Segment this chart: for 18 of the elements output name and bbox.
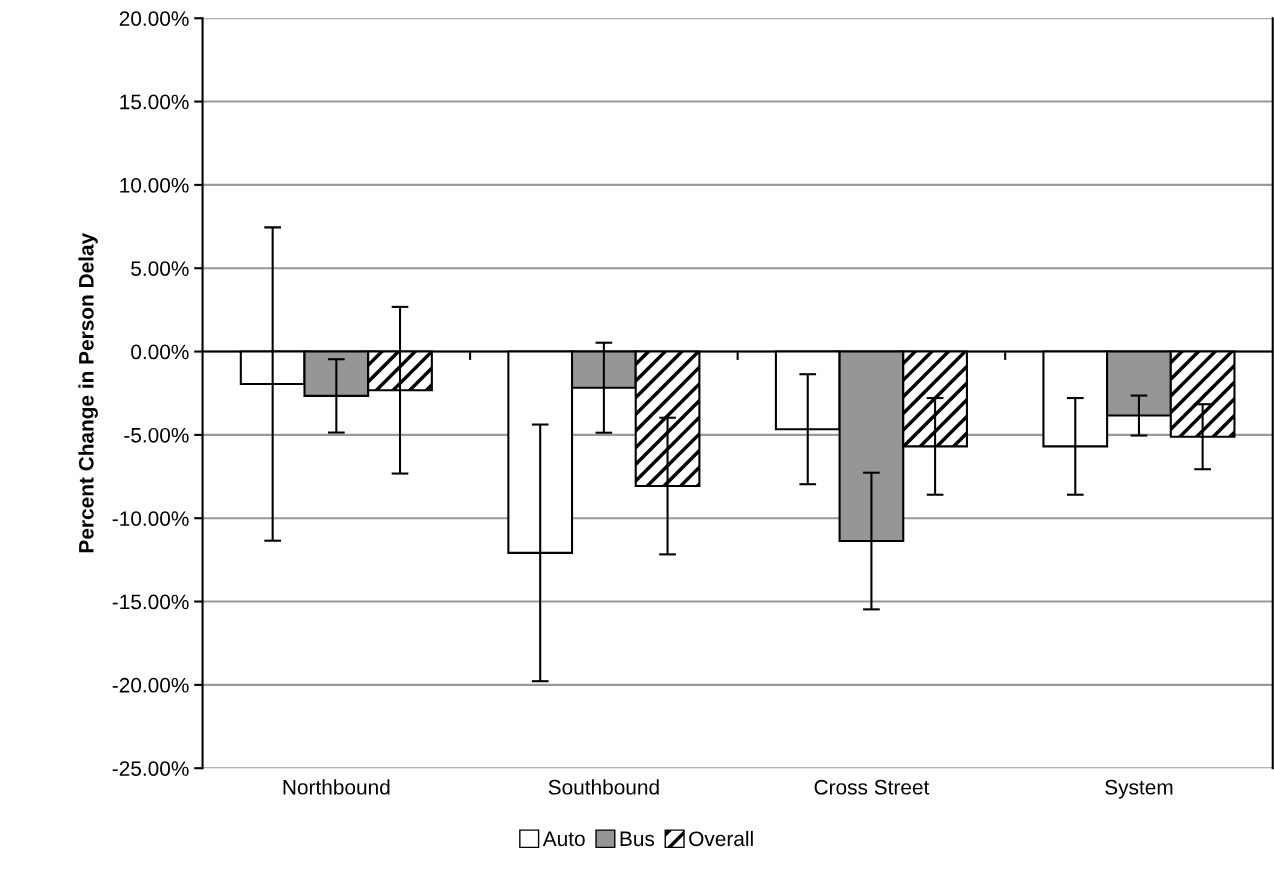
x-tick-label: System bbox=[1105, 779, 1173, 799]
y-tick-label: -5.00% bbox=[124, 427, 189, 443]
x-tick-label: Cross Street bbox=[814, 779, 930, 795]
legend-label: Auto bbox=[542, 831, 585, 847]
y-tick-label: -20.00% bbox=[112, 677, 189, 693]
y-tick-label: -25.00% bbox=[112, 761, 189, 776]
x-tick-label: Northbound bbox=[283, 779, 390, 795]
y-tick-label: 5.00% bbox=[131, 261, 189, 276]
y-tick-label: 0.00% bbox=[131, 344, 189, 360]
x-tick-label: Southbound bbox=[548, 779, 659, 795]
y-axis-title: Percent Change in Person Delay bbox=[78, 232, 98, 553]
legend-label: Overall bbox=[689, 830, 753, 847]
y-tick-label: 15.00% bbox=[120, 94, 189, 110]
y-tick-label: -15.00% bbox=[112, 594, 189, 610]
y-tick-label: 20.00% bbox=[119, 11, 189, 26]
y-tick-label: 10.00% bbox=[120, 177, 189, 193]
y-tick-label: -10.00% bbox=[112, 511, 189, 526]
legend-label: Bus bbox=[620, 831, 655, 847]
